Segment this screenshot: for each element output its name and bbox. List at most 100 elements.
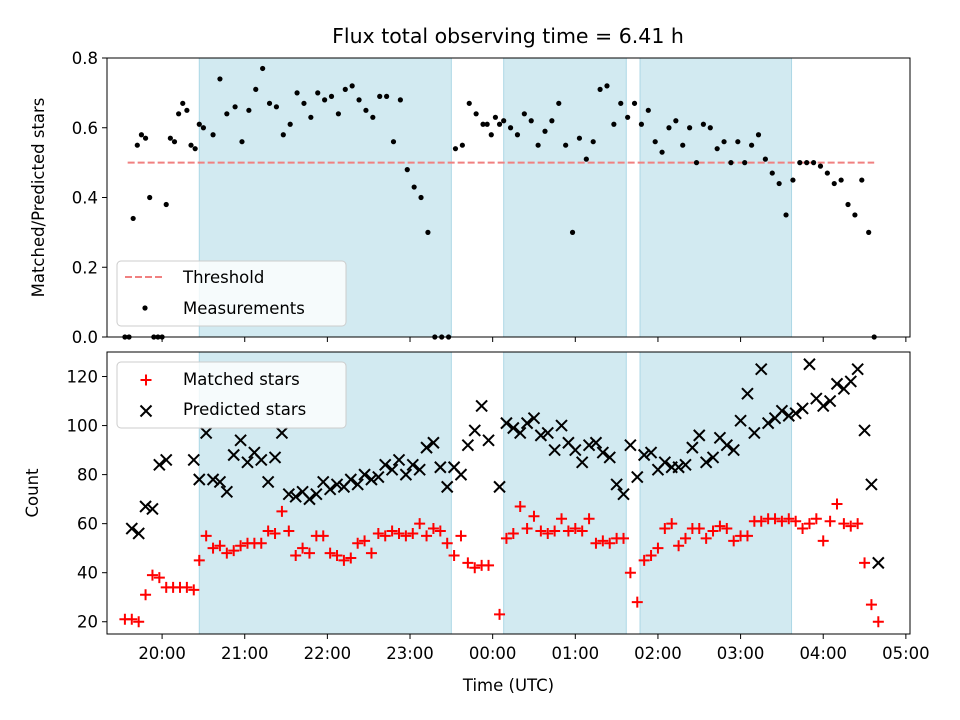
matched-star-point — [556, 513, 568, 525]
measurement-point — [569, 229, 576, 235]
predicted-star-point — [282, 488, 296, 501]
predicted-star-point — [193, 473, 206, 486]
predicted-star-point — [413, 463, 426, 476]
measurement-point — [171, 139, 178, 145]
predicted-star-point — [227, 448, 240, 462]
measurement-point — [130, 215, 136, 222]
measurement-point — [232, 104, 238, 110]
predicted-star-point — [803, 358, 816, 371]
measurement-point — [384, 93, 390, 99]
measurement-point — [742, 160, 748, 166]
x-tick-label: 00:00 — [469, 644, 517, 663]
measurement-point — [176, 111, 182, 117]
predicted-star-point — [644, 446, 658, 459]
measurement-point — [824, 170, 830, 176]
predicted-star-point — [637, 448, 651, 462]
top-axes: 0.0 0.2 0.4 0.6 0.8 Matched/Predicted stars — [29, 49, 911, 347]
predicted-star-point — [699, 456, 713, 469]
measurement-point — [590, 139, 596, 145]
measurement-point — [714, 146, 720, 152]
matched-star-point — [181, 581, 193, 593]
matched-star-point — [604, 537, 616, 549]
measurement-point — [496, 121, 503, 127]
measurement-point — [693, 160, 700, 166]
matched-star-point — [693, 523, 705, 535]
measurement-point — [266, 100, 273, 106]
matched-star-point — [345, 552, 357, 564]
predicted-star-point — [823, 394, 837, 408]
predicted-star-point — [507, 421, 520, 435]
matched-star-point — [414, 518, 426, 530]
predicted-star-point — [406, 458, 419, 472]
matched-star-point — [810, 513, 822, 525]
matched-star-point — [188, 584, 200, 596]
measurement-point — [859, 177, 865, 183]
plot-frame — [106, 351, 911, 635]
matched-star-point — [200, 530, 212, 542]
predicted-star-point — [589, 436, 603, 449]
measurement-point — [184, 107, 190, 113]
matched-star-point — [393, 527, 405, 539]
matched-star-point — [576, 525, 588, 537]
matched-star-point — [673, 540, 685, 552]
predicted-star-point — [289, 490, 302, 503]
matched-star-point — [421, 530, 433, 542]
predicted-star-point — [582, 438, 596, 452]
predicted-star-point — [206, 473, 220, 486]
predicted-star-point — [727, 443, 740, 457]
predicted-star-point — [631, 470, 644, 484]
legend-box — [116, 260, 347, 327]
matched-star-point — [645, 550, 657, 562]
matched-star-point — [666, 518, 678, 530]
measurement-point — [680, 142, 686, 148]
matched-star-point — [276, 505, 288, 517]
predicted-star-point — [693, 429, 706, 442]
matched-star-point — [441, 537, 453, 549]
matched-star-point — [434, 525, 446, 537]
measurement-point — [404, 167, 410, 173]
x-tick-label: 04:00 — [799, 644, 847, 663]
predicted-star-point — [303, 492, 316, 506]
measurement-point — [721, 139, 727, 145]
matched-star-point — [207, 542, 219, 554]
measurement-point — [377, 93, 383, 99]
matched-star-point — [569, 523, 581, 535]
predicted-star-point — [851, 362, 864, 376]
matched-star-point — [462, 557, 474, 569]
predicted-star-point — [275, 426, 289, 440]
predicted-star-point — [686, 441, 699, 454]
measurement-point — [542, 128, 548, 134]
matched-star-point — [776, 515, 788, 527]
predicted-star-point — [392, 453, 406, 467]
matched-star-point — [507, 527, 519, 539]
predicted-star-point — [379, 458, 392, 472]
measurement-point — [735, 139, 741, 145]
legend-box — [116, 361, 347, 429]
measurement-point — [866, 229, 872, 235]
measurement-point — [528, 118, 534, 124]
measurement-point — [673, 118, 679, 124]
matched-star-point — [521, 523, 533, 535]
matched-star-point — [297, 542, 309, 554]
predicted-star-point — [160, 453, 173, 467]
predicted-star-point — [706, 451, 720, 464]
matched-star-point — [714, 520, 726, 532]
measurement-point — [390, 139, 397, 145]
measurement-point — [370, 114, 376, 120]
predicted-star-point — [454, 468, 468, 481]
measurement-point — [301, 100, 307, 106]
predicted-star-point — [213, 475, 227, 489]
measurement-point — [328, 93, 335, 99]
x-axis-label: Time (UTC) — [462, 676, 554, 695]
matched-star-point — [400, 530, 412, 542]
x-tick-label: 05:00 — [882, 644, 930, 663]
predicted-star-point — [441, 480, 454, 494]
measurement-point — [192, 146, 198, 152]
measurement-point — [817, 163, 824, 169]
matched-star-point — [528, 510, 540, 522]
measurement-point — [322, 97, 328, 103]
matched-star-point — [214, 540, 226, 552]
y-tick-label: 0.6 — [72, 119, 98, 138]
predicted-star-point — [603, 451, 616, 464]
